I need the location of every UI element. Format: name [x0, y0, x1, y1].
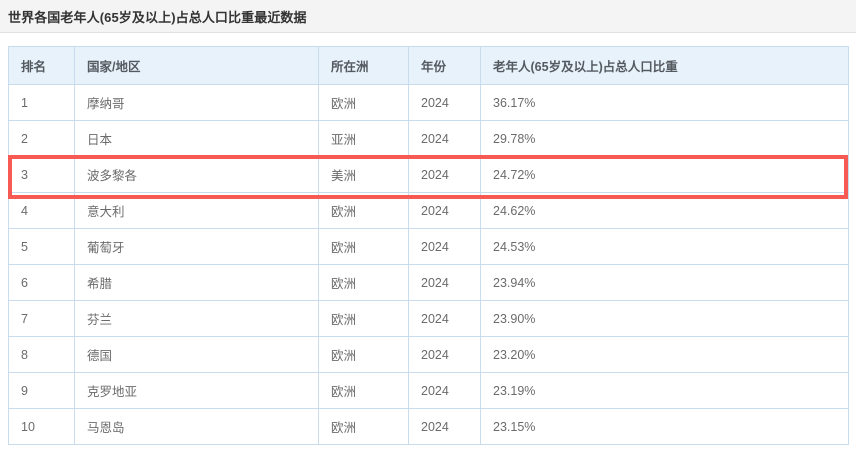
cell-continent: 欧洲 — [318, 408, 409, 445]
cell-share: 23.19% — [480, 372, 849, 409]
cell-year: 2024 — [408, 192, 481, 229]
cell-share: 23.94% — [480, 264, 849, 301]
cell-country: 葡萄牙 — [74, 228, 319, 265]
cell-country: 马恩岛 — [74, 408, 319, 445]
cell-share: 29.78% — [480, 120, 849, 157]
cell-continent: 欧洲 — [318, 372, 409, 409]
page-title: 世界各国老年人(65岁及以上)占总人口比重最近数据 — [8, 9, 307, 25]
table-body: 1 摩纳哥 欧洲 2024 36.17% 2 日本 亚洲 2024 29.78% 3 波多黎各 美洲 20… — [8, 84, 849, 445]
table-row[interactable]: 7 芬兰 欧洲 2024 23.90% — [8, 300, 849, 337]
cell-share: 23.15% — [480, 408, 849, 445]
column-header-continent[interactable]: 所在洲 — [318, 46, 409, 85]
cell-share: 24.53% — [480, 228, 849, 265]
cell-continent: 欧洲 — [318, 336, 409, 373]
cell-continent: 亚洲 — [318, 120, 409, 157]
cell-year: 2024 — [408, 120, 481, 157]
table-row[interactable]: 10 马恩岛 欧洲 2024 23.15% — [8, 408, 849, 445]
title-bar: 世界各国老年人(65岁及以上)占总人口比重最近数据 — [0, 0, 856, 33]
cell-rank: 10 — [8, 408, 75, 445]
table-container: 排名 国家/地区 所在洲 年份 老年人(65岁及以上)占总人口比重 1 摩纳哥 欧洲… — [0, 33, 856, 445]
cell-country: 德国 — [74, 336, 319, 373]
cell-continent: 欧洲 — [318, 192, 409, 229]
cell-share: 24.62% — [480, 192, 849, 229]
cell-year: 2024 — [408, 156, 481, 193]
cell-year: 2024 — [408, 372, 481, 409]
cell-rank: 8 — [8, 336, 75, 373]
column-header-year[interactable]: 年份 — [408, 46, 481, 85]
cell-continent: 欧洲 — [318, 84, 409, 121]
cell-share: 23.90% — [480, 300, 849, 337]
cell-country: 芬兰 — [74, 300, 319, 337]
column-header-share[interactable]: 老年人(65岁及以上)占总人口比重 — [480, 46, 849, 85]
cell-year: 2024 — [408, 336, 481, 373]
cell-year: 2024 — [408, 408, 481, 445]
cell-share: 36.17% — [480, 84, 849, 121]
cell-year: 2024 — [408, 228, 481, 265]
table-row[interactable]: 2 日本 亚洲 2024 29.78% — [8, 120, 849, 157]
cell-continent: 美洲 — [318, 156, 409, 193]
cell-country: 克罗地亚 — [74, 372, 319, 409]
cell-rank: 3 — [8, 156, 75, 193]
cell-country: 摩纳哥 — [74, 84, 319, 121]
cell-country: 波多黎各 — [74, 156, 319, 193]
cell-rank: 2 — [8, 120, 75, 157]
cell-country: 日本 — [74, 120, 319, 157]
table-row[interactable]: 1 摩纳哥 欧洲 2024 36.17% — [8, 84, 849, 121]
table-row[interactable]: 4 意大利 欧洲 2024 24.62% — [8, 192, 849, 229]
cell-country: 希腊 — [74, 264, 319, 301]
table-header: 排名 国家/地区 所在洲 年份 老年人(65岁及以上)占总人口比重 — [8, 46, 849, 85]
cell-rank: 1 — [8, 84, 75, 121]
cell-year: 2024 — [408, 300, 481, 337]
cell-rank: 4 — [8, 192, 75, 229]
cell-share: 24.72% — [480, 156, 849, 193]
cell-rank: 7 — [8, 300, 75, 337]
cell-rank: 9 — [8, 372, 75, 409]
cell-year: 2024 — [408, 264, 481, 301]
table-header-row: 排名 国家/地区 所在洲 年份 老年人(65岁及以上)占总人口比重 — [8, 46, 849, 85]
cell-continent: 欧洲 — [318, 264, 409, 301]
cell-continent: 欧洲 — [318, 300, 409, 337]
cell-share: 23.20% — [480, 336, 849, 373]
column-header-country[interactable]: 国家/地区 — [74, 46, 319, 85]
column-header-rank[interactable]: 排名 — [8, 46, 75, 85]
table-row[interactable]: 9 克罗地亚 欧洲 2024 23.19% — [8, 372, 849, 409]
table-row[interactable]: 6 希腊 欧洲 2024 23.94% — [8, 264, 849, 301]
cell-year: 2024 — [408, 84, 481, 121]
cell-continent: 欧洲 — [318, 228, 409, 265]
table-row[interactable]: 8 德国 欧洲 2024 23.20% — [8, 336, 849, 373]
table-row[interactable]: 3 波多黎各 美洲 2024 24.72% — [8, 156, 849, 193]
cell-rank: 5 — [8, 228, 75, 265]
cell-country: 意大利 — [74, 192, 319, 229]
ranking-table: 排名 国家/地区 所在洲 年份 老年人(65岁及以上)占总人口比重 1 摩纳哥 欧洲… — [8, 46, 849, 445]
cell-rank: 6 — [8, 264, 75, 301]
table-row[interactable]: 5 葡萄牙 欧洲 2024 24.53% — [8, 228, 849, 265]
